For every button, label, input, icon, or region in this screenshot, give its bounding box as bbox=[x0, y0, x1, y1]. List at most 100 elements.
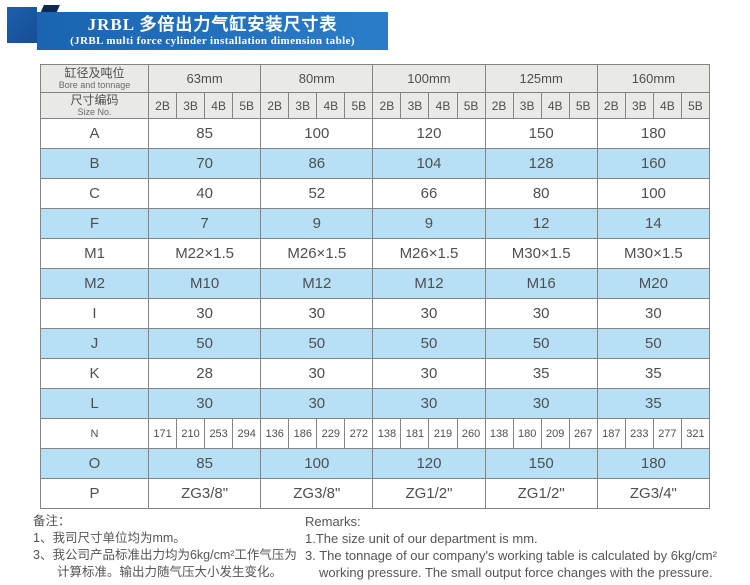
sub-column-header: 5B bbox=[344, 92, 374, 119]
row-label: O bbox=[40, 448, 149, 479]
dimension-value-cell: 30 bbox=[372, 358, 486, 389]
sub-column-header: 3B bbox=[400, 92, 430, 119]
dimension-value-cell: 12 bbox=[484, 208, 598, 239]
corner-bore-cell: 缸径及吨位 Bore and tonnage bbox=[40, 64, 149, 93]
table-row: F 7 9 9 12 14 bbox=[40, 208, 711, 239]
dimension-value-cell: 294 bbox=[232, 418, 262, 449]
dimension-value-cell: ZG3/8" bbox=[260, 478, 374, 509]
sub-column-header: 5B bbox=[680, 92, 711, 119]
dimension-value-cell: 180 bbox=[596, 118, 711, 149]
dimension-value-cell: 50 bbox=[484, 328, 598, 359]
dimension-value-cell: 70 bbox=[147, 148, 262, 179]
dimension-value-cell: 30 bbox=[372, 298, 486, 329]
table-row: L 30 30 30 30 35 bbox=[40, 388, 711, 419]
dimension-value-cell: 253 bbox=[204, 418, 234, 449]
sub-column-header: 5B bbox=[232, 92, 262, 119]
group-header: 100mm bbox=[372, 64, 486, 93]
group-header: 160mm bbox=[596, 64, 711, 93]
row-label: J bbox=[40, 328, 149, 359]
dimension-value-cell: 180 bbox=[596, 448, 711, 479]
dimension-value-cell: M12 bbox=[260, 268, 374, 299]
dimension-value-cell: 50 bbox=[596, 328, 711, 359]
page-title-banner: JRBL 多倍出力气缸安装尺寸表 (JRBL multi force cylin… bbox=[37, 12, 388, 50]
dimension-value-cell: 210 bbox=[176, 418, 206, 449]
note-cn-3: 3、我公司产品标准出力均为6kg/cm²工作气压为计算标准。输出力随气压大小发生… bbox=[33, 548, 297, 579]
sub-column-header: 3B bbox=[512, 92, 542, 119]
dimension-value-cell: 85 bbox=[147, 448, 262, 479]
table-row: O 85 100 120 150 180 bbox=[40, 448, 711, 479]
sub-column-header: 5B bbox=[456, 92, 486, 119]
dimension-value-cell: 181 bbox=[400, 418, 430, 449]
dimension-value-cell: M12 bbox=[372, 268, 486, 299]
group-header: 125mm bbox=[484, 64, 598, 93]
dimension-value-cell: 52 bbox=[260, 178, 374, 209]
sub-column-header: 3B bbox=[624, 92, 654, 119]
sub-column-header: 3B bbox=[288, 92, 318, 119]
dimension-value-cell: 150 bbox=[484, 448, 598, 479]
dimension-value-cell: M10 bbox=[147, 268, 262, 299]
dimension-value-cell: 260 bbox=[456, 418, 486, 449]
table-row: P ZG3/8" ZG3/8" ZG1/2" ZG1/2" ZG3/4" bbox=[40, 478, 711, 509]
sub-column-header: 5B bbox=[568, 92, 598, 119]
dimension-value-cell: ZG3/8" bbox=[147, 478, 262, 509]
table-row: I 30 30 30 30 30 bbox=[40, 298, 711, 329]
row-label: N bbox=[40, 418, 149, 449]
dimension-value-cell: 100 bbox=[260, 448, 374, 479]
row-label: P bbox=[40, 478, 149, 509]
sub-column-header: 3B bbox=[176, 92, 206, 119]
row-label: A bbox=[40, 118, 149, 149]
notes-chinese: 备注： 1、我司尺寸单位均为mm。 3、我公司产品标准出力均为6kg/cm²工作… bbox=[33, 513, 305, 581]
dimension-value-cell: ZG1/2" bbox=[372, 478, 486, 509]
corner-bore-cn: 缸径及吨位 bbox=[64, 66, 125, 80]
dimension-value-cell: 100 bbox=[596, 178, 711, 209]
dimension-value-cell: 30 bbox=[484, 388, 598, 419]
dimension-value-cell: 66 bbox=[372, 178, 486, 209]
dimension-value-cell: 120 bbox=[372, 448, 486, 479]
group-header: 80mm bbox=[260, 64, 374, 93]
dimension-value-cell: M22×1.5 bbox=[147, 238, 262, 269]
dimension-value-cell: M30×1.5 bbox=[596, 238, 711, 269]
corner-size-cn: 尺寸编码 bbox=[70, 93, 119, 107]
sub-column-header: 4B bbox=[316, 92, 346, 119]
dimension-value-cell: 30 bbox=[596, 298, 711, 329]
dimension-value-cell: 136 bbox=[260, 418, 290, 449]
group-header: 63mm bbox=[147, 64, 262, 93]
page-subtitle: (JRBL multi force cylinder installation … bbox=[70, 35, 355, 47]
table-row: K 28 30 30 35 35 bbox=[40, 358, 711, 389]
row-label: K bbox=[40, 358, 149, 389]
table-row: B 70 86 104 128 160 bbox=[40, 148, 711, 179]
notes-english: Remarks: 1.The size unit of our departme… bbox=[305, 513, 745, 581]
sub-column-header: 4B bbox=[540, 92, 570, 119]
dimension-value-cell: 30 bbox=[260, 298, 374, 329]
dimension-value-cell: 180 bbox=[512, 418, 542, 449]
dimension-value-cell: 138 bbox=[484, 418, 514, 449]
table-row: J 50 50 50 50 50 bbox=[40, 328, 711, 359]
dimension-value-cell: 209 bbox=[540, 418, 570, 449]
dimension-value-cell: 30 bbox=[372, 388, 486, 419]
notes-en-title: Remarks: bbox=[305, 514, 361, 529]
dimension-value-cell: 35 bbox=[596, 358, 711, 389]
sub-column-header: 2B bbox=[484, 92, 514, 119]
sub-column-header: 2B bbox=[372, 92, 402, 119]
dimension-value-cell: 160 bbox=[596, 148, 711, 179]
dimension-value-cell: 7 bbox=[147, 208, 262, 239]
dimension-value-cell: 267 bbox=[568, 418, 598, 449]
corner-size-cell: 尺寸编码 Size No. bbox=[40, 92, 149, 119]
dimension-value-cell: 30 bbox=[260, 388, 374, 419]
row-label: M2 bbox=[40, 268, 149, 299]
row-label: F bbox=[40, 208, 149, 239]
dimension-table: 缸径及吨位 Bore and tonnage 63mm 80mm 100mm 125mm 1… bbox=[40, 64, 711, 509]
table-row: M1 M22×1.5 M26×1.5 M26×1.5 M30×1.5 M30×1.5 bbox=[40, 238, 711, 269]
dimension-value-cell: 35 bbox=[596, 388, 711, 419]
sub-column-header: 2B bbox=[596, 92, 626, 119]
corner-size-en: Size No. bbox=[77, 107, 112, 117]
dimension-value-cell: 120 bbox=[372, 118, 486, 149]
dimension-value-cell: 100 bbox=[260, 118, 374, 149]
page-title: JRBL 多倍出力气缸安装尺寸表 bbox=[87, 15, 338, 34]
sub-column-header: 2B bbox=[260, 92, 290, 119]
note-en-1: 1.The size unit of our department is mm. bbox=[305, 531, 538, 546]
table-row: A 85 100 120 150 180 bbox=[40, 118, 711, 149]
row-label: L bbox=[40, 388, 149, 419]
dimension-value-cell: 187 bbox=[596, 418, 626, 449]
